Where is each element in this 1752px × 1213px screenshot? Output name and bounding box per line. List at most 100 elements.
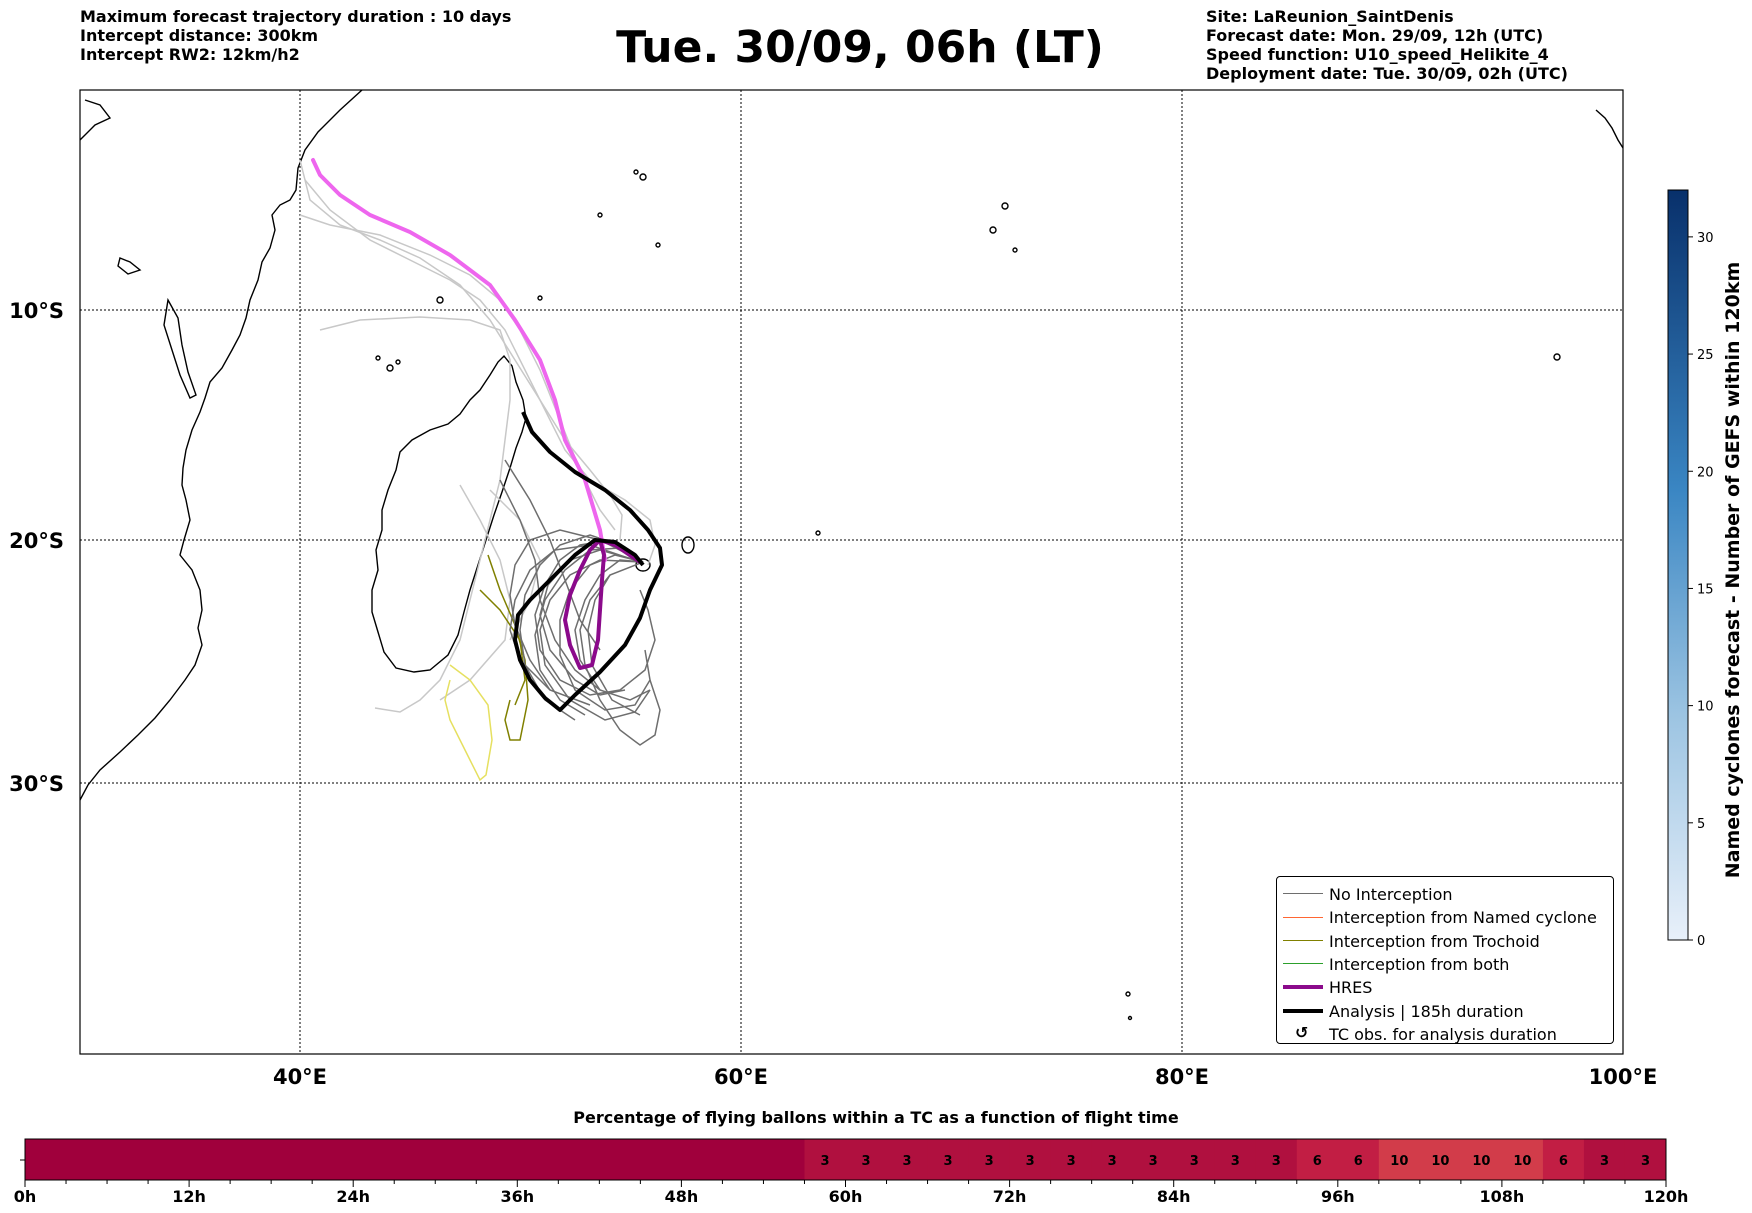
legend-line-swatch <box>1283 939 1323 941</box>
legend-label: No Interception <box>1329 885 1453 904</box>
seychelles-island-1 <box>639 173 647 181</box>
time-bar-cell-value: 10 <box>1513 1154 1531 1169</box>
time-bar-cell-value: 3 <box>985 1154 994 1169</box>
time-bar-cell-value: 3 <box>1231 1154 1240 1169</box>
time-bar-cell <box>1624 1139 1667 1180</box>
time-bar-cell <box>1337 1139 1380 1180</box>
analysis-trajectory <box>513 411 664 712</box>
time-bar-tick-label: 24h <box>336 1187 370 1206</box>
time-bar-cell <box>1501 1139 1544 1180</box>
time-bar-cell <box>1460 1139 1503 1180</box>
time-bar-cell <box>1296 1139 1339 1180</box>
time-bar-tick-label: 48h <box>665 1187 699 1206</box>
site-text: Site: LaReunion_SaintDenis <box>1206 7 1454 26</box>
time-bar-cell-value: 6 <box>1313 1154 1322 1169</box>
header-left-info: Maximum forecast trajectory duration : 1… <box>80 7 511 64</box>
legend-item: Interception from Named cyclone <box>1277 906 1613 929</box>
time-bar-cell-value: 6 <box>1354 1154 1363 1169</box>
time-bar-cell <box>1214 1139 1257 1180</box>
colorbar-tick-label: 10 <box>1697 700 1714 715</box>
time-bar-cell <box>886 1139 929 1180</box>
time-bar-cell <box>1542 1139 1585 1180</box>
madagascar-coastline <box>371 354 527 673</box>
st-paul-island <box>1127 1015 1133 1021</box>
time-bar-cell <box>1009 1139 1052 1180</box>
map-frame <box>79 89 1624 1055</box>
legend-line-swatch <box>1283 1008 1323 1013</box>
colorbar-tick-label: 20 <box>1697 465 1714 480</box>
time-bar-cells: 3 3 3 3 3 3 3 3 3 3 3 3 6 6 10 10 10 10 6 3 3 <box>804 1139 1667 1180</box>
hres-trajectory <box>563 538 642 670</box>
time-bar-cell-value: 10 <box>1431 1154 1449 1169</box>
lon-label-100e: 100°E <box>1589 1065 1658 1089</box>
lat-label-20s: 20°S <box>9 529 64 553</box>
intercept-rw2-text: Intercept RW2: 12km/h2 <box>80 45 300 64</box>
lat-label-10s: 10°S <box>9 299 64 323</box>
island-small-1 <box>597 212 603 218</box>
africa-north-coastline <box>80 99 112 141</box>
time-bar-tick-label: 96h <box>1321 1187 1355 1206</box>
no-interception-track-4 <box>579 561 661 746</box>
no-interception-track-8 <box>509 529 644 691</box>
no-interception-track-7 <box>574 559 651 701</box>
time-percentage-bar: 3 3 3 3 3 3 3 3 3 3 3 3 6 6 10 10 10 10 6 3 3 0h 12h 24h 36h 48h… <box>14 1138 1688 1206</box>
forecast-date-text: Forecast date: Mon. 29/09, 12h (UTC) <box>1206 26 1544 45</box>
time-bar-tick-label: 72h <box>993 1187 1027 1206</box>
time-bar-cell <box>968 1139 1011 1180</box>
no-interception-track-13 <box>534 547 644 716</box>
time-bar-ticks: 0h 12h 24h 36h 48h 60h 72h 84h 96h 108h 120h <box>14 1180 1688 1206</box>
colorbar-ticks: 0 5 10 15 20 25 30 <box>1688 231 1714 949</box>
legend-item: No Interception <box>1277 883 1613 906</box>
time-bar-tick-label: 60h <box>829 1187 863 1206</box>
time-bar-cell-value: 10 <box>1472 1154 1490 1169</box>
legend-item: Interception from Trochoid <box>1277 930 1613 953</box>
colorbar-label: Named cyclones forecast - Number of GEFS… <box>1722 261 1744 879</box>
gefs-light-track-1 <box>299 159 623 541</box>
time-bar-cell <box>927 1139 970 1180</box>
chagos-island-2 <box>989 226 997 234</box>
time-bar-cell-value: 3 <box>1149 1154 1158 1169</box>
circular-arrow-icon: ↺ <box>1295 1022 1309 1042</box>
comoros-island-2 <box>375 355 381 361</box>
time-bar-title: Percentage of flying ballons within a TC… <box>573 1108 1179 1127</box>
island-small-3 <box>537 295 543 301</box>
header-right-info: Site: LaReunion_SaintDenis Forecast date… <box>1206 7 1568 83</box>
comoros-island-3 <box>395 359 401 365</box>
legend-label: Interception from both <box>1329 954 1510 974</box>
time-bar-cell <box>845 1139 888 1180</box>
time-bar-cell-value: 3 <box>820 1154 829 1169</box>
time-bar-cell-value: 3 <box>1026 1154 1035 1169</box>
colorbar <box>1667 189 1689 941</box>
time-bar-tick-label: 0h <box>14 1187 37 1206</box>
time-bar-cell-value: 3 <box>861 1154 870 1169</box>
seychelles-island-2 <box>633 169 639 175</box>
time-bar-cell <box>1050 1139 1093 1180</box>
legend-label: Interception from Named cyclone <box>1329 908 1597 928</box>
legend-line-swatch <box>1283 893 1323 895</box>
no-interception-track-11 <box>559 554 651 711</box>
legend-item: HRES <box>1277 976 1613 999</box>
time-bar-cell-value: 3 <box>944 1154 953 1169</box>
time-bar-cell-value: 3 <box>1600 1154 1609 1169</box>
time-bar-tick-label: 108h <box>1480 1187 1525 1206</box>
legend-label: HRES <box>1329 978 1373 998</box>
australia-coastline <box>1595 109 1623 149</box>
time-bar-cell <box>1132 1139 1175 1180</box>
legend-item: Analysis | 185h duration <box>1277 1000 1613 1023</box>
speed-function-text: Speed function: U10_speed_Helikite_4 <box>1206 45 1549 64</box>
chagos-island-1 <box>1001 202 1009 210</box>
gefs-light-track-4 <box>304 179 656 566</box>
time-bar-cell-value: 6 <box>1559 1154 1568 1169</box>
yellow-trajectory <box>444 664 493 782</box>
gefs-light-trajectories <box>299 159 656 713</box>
legend-line-swatch <box>1283 963 1323 965</box>
time-bar-cell <box>1255 1139 1298 1180</box>
max-duration-text: Maximum forecast trajectory duration : 1… <box>80 7 512 26</box>
comoros-island-1 <box>386 364 394 372</box>
legend-item: ↺ TC obs. for analysis duration <box>1277 1023 1613 1046</box>
cocos-island <box>1553 353 1561 361</box>
coastlines <box>80 90 1623 1021</box>
page-title: Tue. 30/09, 06h (LT) <box>616 22 1104 73</box>
legend-item: Interception from both <box>1277 953 1613 976</box>
time-bar-cell <box>1378 1139 1421 1180</box>
